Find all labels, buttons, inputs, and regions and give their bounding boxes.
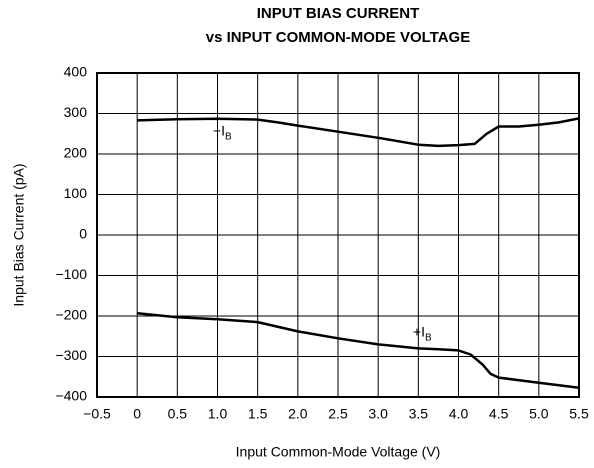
chart-title: INPUT BIAS CURRENT — [257, 5, 420, 22]
x-tick-label: 2.5 — [328, 406, 348, 422]
y-tick-label: −300 — [55, 347, 87, 363]
y-tick-label: 200 — [64, 145, 88, 161]
chart-title: vs INPUT COMMON-MODE VOLTAGE — [206, 29, 470, 46]
x-tick-label: −0.5 — [83, 406, 111, 422]
x-tick-label: 5.5 — [569, 406, 589, 422]
y-tick-label: 300 — [64, 104, 88, 120]
y-tick-label: 0 — [79, 226, 87, 242]
y-axis-label: Input Bias Current (pA) — [11, 163, 27, 306]
x-tick-label: 1.5 — [248, 406, 268, 422]
x-tick-label: 0.5 — [168, 406, 188, 422]
x-tick-label: 4.0 — [449, 406, 469, 422]
y-tick-label: −400 — [55, 388, 87, 404]
x-tick-label: 1.0 — [208, 406, 228, 422]
x-tick-label: 4.5 — [489, 406, 509, 422]
x-tick-label: 0 — [133, 406, 141, 422]
y-tick-label: −200 — [55, 307, 87, 323]
series-line — [137, 117, 580, 148]
series-label: +I — [413, 324, 425, 340]
x-axis-label: Input Common-Mode Voltage (V) — [236, 444, 441, 460]
x-tick-label: 5.0 — [529, 406, 549, 422]
x-tick-label: 2.0 — [288, 406, 308, 422]
x-tick-label: 3.0 — [368, 406, 388, 422]
y-tick-label: −100 — [55, 266, 87, 282]
y-tick-label: 400 — [64, 64, 88, 80]
series-line — [137, 311, 580, 389]
x-tick-label: 3.5 — [409, 406, 429, 422]
series-label-subscript: B — [425, 333, 432, 344]
y-tick-label: 100 — [64, 185, 88, 201]
series-label-subscript: B — [225, 132, 232, 143]
series-label: −I — [213, 123, 225, 139]
plot-frame — [96, 72, 580, 398]
